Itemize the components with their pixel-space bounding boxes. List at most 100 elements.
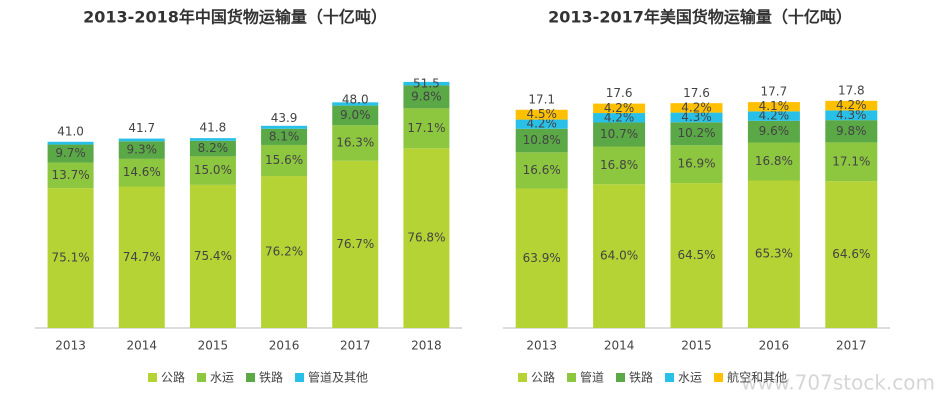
x-tick-label: 2016 — [759, 339, 790, 353]
x-tick-label: 2016 — [269, 339, 300, 353]
bar-segment — [261, 176, 308, 328]
value-label: 4.2% — [759, 109, 790, 123]
value-label: 4.1% — [759, 99, 790, 113]
legend-label: 航空和其他 — [727, 370, 787, 385]
bar-segment — [747, 180, 800, 328]
bar-segment — [403, 85, 450, 109]
bar-segment — [825, 181, 878, 328]
value-label: 14.6% — [123, 165, 161, 179]
legend-label: 公路 — [161, 370, 185, 385]
value-label: 9.3% — [127, 143, 158, 157]
bar-segment — [47, 144, 94, 163]
bar-segment — [261, 128, 308, 145]
legend-swatch — [518, 373, 527, 382]
bar-segment — [747, 120, 800, 143]
bar-segment — [670, 122, 723, 146]
bar-segment — [515, 152, 568, 189]
x-tick-label: 2014 — [126, 339, 157, 353]
legend-swatch — [197, 373, 207, 382]
total-label: 41.8 — [200, 121, 227, 135]
value-label: 15.0% — [194, 163, 232, 177]
value-label: 64.0% — [600, 249, 638, 263]
value-label: 16.3% — [336, 135, 374, 149]
x-tick-label: 2017 — [836, 339, 867, 353]
bar-segment — [747, 111, 800, 121]
value-label: 9.7% — [55, 146, 86, 160]
bar-segment — [593, 122, 646, 147]
bar-segment — [118, 141, 165, 159]
value-label: 64.6% — [832, 247, 870, 261]
value-label: 16.8% — [755, 154, 793, 168]
bar-segment — [189, 138, 236, 141]
bar-segment — [261, 125, 308, 129]
total-label: 17.1 — [528, 92, 555, 106]
watermark: www.707stock.com — [741, 371, 935, 395]
value-label: 63.9% — [523, 251, 561, 265]
bar-segment — [189, 140, 236, 157]
value-label: 16.9% — [677, 157, 715, 171]
chart-title: 2013-2018年中国货物运输量（十亿吨） — [83, 8, 387, 27]
value-label: 4.2% — [604, 101, 635, 115]
bar-segment — [515, 109, 568, 120]
bar-segment — [593, 184, 646, 328]
x-tick-label: 2014 — [604, 339, 635, 353]
value-label: 74.7% — [123, 250, 161, 264]
legend-swatch — [148, 373, 157, 382]
value-label: 76.7% — [336, 237, 374, 251]
bar-segment — [47, 188, 94, 328]
bar-segment — [332, 105, 379, 126]
value-label: 4.3% — [681, 110, 712, 124]
value-label: 10.7% — [600, 127, 638, 141]
bar-segment — [403, 108, 450, 149]
value-label: 64.5% — [677, 248, 715, 262]
value-label: 8.2% — [198, 141, 229, 155]
value-label: 76.2% — [265, 245, 303, 259]
value-label: 10.8% — [523, 133, 561, 147]
bar-segment — [261, 144, 308, 177]
x-tick-label: 2013 — [526, 339, 557, 353]
legend-swatch — [567, 373, 577, 382]
legend-swatch — [616, 373, 626, 382]
value-label: 4.2% — [604, 110, 635, 124]
legend-swatch — [714, 373, 724, 382]
bar-segment — [118, 158, 165, 187]
bar-segment — [670, 112, 723, 123]
value-label: 10.2% — [677, 126, 715, 140]
bar-segment — [747, 102, 800, 112]
value-label: 16.6% — [523, 163, 561, 177]
bar-segment — [515, 128, 568, 153]
legend-swatch — [665, 373, 675, 382]
value-label: 75.1% — [52, 251, 90, 265]
total-label: 17.7 — [761, 85, 788, 99]
total-label: 17.8 — [838, 83, 865, 97]
value-label: 9.8% — [411, 89, 442, 103]
value-label: 9.6% — [759, 124, 790, 138]
legend-swatch — [295, 373, 305, 382]
bar-segment — [670, 145, 723, 184]
bar-segment — [189, 184, 236, 328]
total-label: 41.7 — [128, 121, 155, 135]
legend-label: 水运 — [678, 371, 702, 385]
bar-segment — [825, 100, 878, 111]
bar-segment — [47, 141, 94, 145]
bar-segment — [825, 110, 878, 121]
bar-segment — [332, 102, 379, 106]
bar-segment — [332, 160, 379, 328]
bar-segment — [47, 162, 94, 189]
legend-label: 管道 — [580, 370, 604, 385]
x-tick-label: 2015 — [681, 339, 712, 353]
value-label: 76.8% — [407, 231, 445, 245]
total-label: 17.6 — [683, 86, 710, 100]
legend-label: 管道及其他 — [308, 370, 368, 385]
bar-segment — [515, 188, 568, 328]
bar-segment — [403, 148, 450, 328]
total-label: 17.6 — [606, 86, 633, 100]
value-label: 4.3% — [836, 108, 867, 122]
bar-segment — [747, 142, 800, 181]
total-label: 43.9 — [271, 111, 298, 125]
bar-segment — [593, 113, 646, 123]
x-tick-label: 2015 — [198, 339, 229, 353]
value-label: 8.1% — [269, 129, 300, 143]
value-label: 4.2% — [836, 98, 867, 112]
